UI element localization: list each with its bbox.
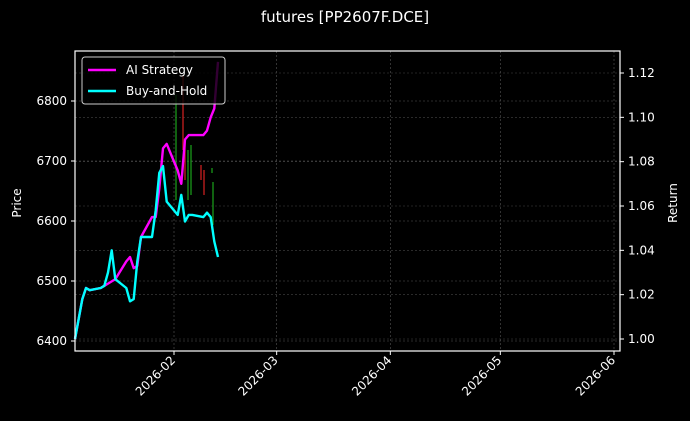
svg-text:6700: 6700 — [36, 154, 67, 168]
svg-text:2026-06: 2026-06 — [573, 353, 618, 398]
svg-text:1.08: 1.08 — [628, 155, 655, 169]
svg-text:1.04: 1.04 — [628, 243, 655, 257]
svg-text:AI Strategy: AI Strategy — [126, 63, 193, 77]
svg-text:6600: 6600 — [36, 214, 67, 228]
svg-text:Return: Return — [666, 183, 680, 223]
svg-text:2026-04: 2026-04 — [349, 353, 394, 398]
chart-title: futures [PP2607F.DCE] — [260, 8, 430, 26]
svg-text:1.02: 1.02 — [628, 288, 655, 302]
svg-text:1.12: 1.12 — [628, 66, 655, 80]
svg-text:Price: Price — [10, 188, 24, 217]
svg-text:6400: 6400 — [36, 334, 67, 348]
svg-text:2026-05: 2026-05 — [459, 353, 504, 398]
svg-text:6500: 6500 — [36, 274, 67, 288]
svg-text:1.10: 1.10 — [628, 110, 655, 124]
svg-text:1.00: 1.00 — [628, 332, 655, 346]
svg-text:2026-02: 2026-02 — [133, 353, 178, 398]
svg-text:Buy-and-Hold: Buy-and-Hold — [126, 84, 207, 98]
svg-text:2026-03: 2026-03 — [235, 353, 280, 398]
svg-text:6800: 6800 — [36, 94, 67, 108]
series-line-buy-and-hold — [73, 164, 220, 340]
svg-text:1.06: 1.06 — [628, 199, 655, 213]
legend — [81, 56, 226, 105]
